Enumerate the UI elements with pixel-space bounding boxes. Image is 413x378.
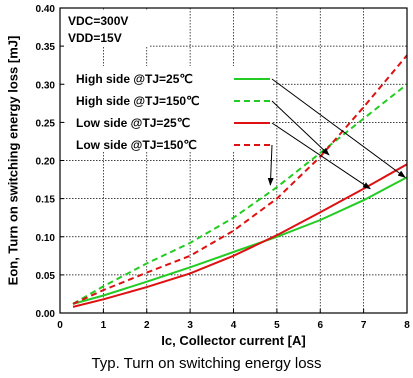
x-axis-label: Ic, Collector current [A]: [161, 333, 305, 348]
x-tick-label: 8: [404, 320, 410, 331]
condition-vdd: VDD=15V: [68, 31, 122, 45]
legend-arrow-3: [271, 122, 371, 190]
y-tick-label: 0.00: [36, 309, 56, 320]
legend-arrow-2: [271, 100, 330, 156]
y-tick-label: 0.25: [36, 118, 56, 129]
legend-arrow-4: [267, 144, 274, 186]
y-tick-label: 0.35: [36, 42, 56, 53]
x-tick-label: 7: [361, 320, 367, 331]
plot-frame: [59, 7, 408, 314]
series-line-3: [72, 163, 408, 308]
legend-label-2: High side @TJ=150℃: [76, 94, 200, 108]
x-tick-label: 4: [231, 320, 237, 331]
figure-caption: Typ. Turn on switching energy loss: [91, 355, 322, 372]
x-tick-label: 3: [187, 320, 193, 331]
x-tick-label: 1: [101, 320, 107, 331]
y-tick-label: 0.10: [36, 233, 56, 244]
legend-arrows: [267, 78, 406, 190]
condition-vdc: VDC=300V: [68, 14, 128, 28]
series-line-2: [72, 83, 408, 305]
x-tick-label: 5: [274, 320, 280, 331]
y-tick-label: 0.40: [36, 4, 56, 15]
y-tick-label: 0.05: [36, 271, 56, 282]
y-tick-label: 0.15: [36, 195, 56, 206]
legend-label-3: Low side @TJ=25℃: [76, 116, 190, 130]
legend-arrow-1: [271, 78, 406, 178]
legend-label-4: Low side @TJ=150℃: [76, 138, 197, 152]
series-line-4: [72, 54, 408, 305]
x-tick-label: 6: [317, 320, 323, 331]
legend-label-1: High side @TJ=25℃: [76, 72, 193, 86]
series-line-1: [72, 176, 408, 305]
tick-labels: 0 1 2 3 4 5 6 7 8 0.00 0.05 0.10 0.15 0.20 0.25 0.30 0.3…: [36, 4, 411, 331]
x-tick-label: 0: [57, 320, 63, 331]
chart: High side @TJ=25℃ High side @TJ=150℃ Low s…: [5, 4, 411, 348]
legend-bg: [66, 66, 272, 152]
x-tick-label: 2: [144, 320, 150, 331]
y-axis-label: Eon, Turn on switching energy loss [mJ]: [5, 36, 20, 286]
grid: [59, 7, 408, 314]
legend: High side @TJ=25℃ High side @TJ=150℃ Low s…: [66, 66, 406, 190]
series-group: [72, 54, 408, 308]
y-tick-label: 0.20: [36, 157, 56, 168]
conditions-box: VDC=300V VDD=15V: [64, 11, 150, 47]
conditions-box-bg: [64, 11, 150, 47]
y-tick-label: 0.30: [36, 80, 56, 91]
